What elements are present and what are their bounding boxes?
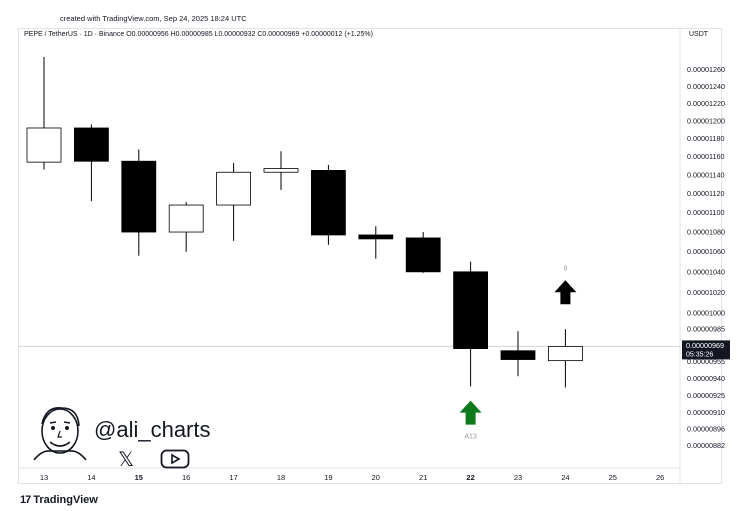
y-tick-label: 0.00001160: [687, 152, 724, 161]
y-tick-label: 0.00001040: [687, 267, 725, 276]
buy-signal-label: A13: [464, 434, 477, 441]
tradingview-footer-label: TradingView: [33, 494, 98, 506]
x-tick-label: 15: [135, 473, 143, 482]
y-tick-label: 0.00001220: [687, 99, 725, 108]
y-tick-label: 0.00000985: [687, 325, 725, 334]
candle-bullish: [168, 204, 204, 233]
x-tick-label: 22: [466, 473, 474, 482]
y-tick-label: 0.00001080: [687, 228, 725, 237]
y-tick-label: 0.00000896: [687, 424, 725, 433]
x-tick-label: 16: [182, 473, 190, 482]
candle-bearish: [74, 127, 109, 162]
sell-signal-label: 9: [563, 265, 567, 272]
y-tick-label: 0.00001120: [687, 189, 724, 198]
x-tick-label: 13: [40, 473, 48, 482]
y-tick-label: 0.00000910: [687, 408, 725, 417]
created-caption: created with TradingView.com, Sep 24, 20…: [60, 14, 247, 23]
x-logo-icon[interactable]: 𝕏: [118, 449, 135, 471]
y-tick-label: 0.00000882: [687, 441, 725, 450]
y-tick-label: 0.00000955: [687, 357, 725, 366]
y-tick-label: 0.00001020: [687, 288, 725, 297]
youtube-icon[interactable]: [160, 449, 190, 469]
candle-bearish: [405, 237, 441, 273]
sell-arrow-icon: [554, 280, 577, 305]
price-axis-currency[interactable]: USDT: [689, 31, 709, 38]
x-tick-label: 17: [229, 473, 237, 482]
candle-bullish: [263, 168, 299, 173]
chart-frame: [18, 28, 722, 484]
last-price-badge: [682, 340, 730, 360]
x-tick-label: 18: [277, 473, 285, 482]
tradingview-footer-logo[interactable]: 17 TradingView: [20, 494, 98, 506]
x-tick-label: 25: [609, 473, 617, 482]
y-tick-label: 0.00001200: [687, 116, 725, 125]
x-tick-label: 14: [87, 473, 95, 482]
y-tick-label: 0.00001140: [687, 171, 724, 180]
y-tick-label: 0.00001100: [687, 208, 724, 217]
candle-bearish: [500, 350, 536, 360]
y-tick-label: 0.00001180: [687, 134, 724, 143]
tradingview-logo-icon: 17: [20, 494, 31, 506]
candle-countdown-label: 05:35:26: [686, 351, 713, 358]
y-tick-label: 0.00001060: [687, 247, 725, 256]
candle-bullish: [26, 127, 62, 163]
last-price-label: 0.00000969: [686, 341, 724, 350]
x-tick-label: 20: [372, 473, 380, 482]
candle-bearish: [453, 271, 489, 349]
y-tick-label: 0.00001000: [687, 309, 725, 318]
y-tick-label: 0.00000925: [687, 391, 725, 400]
y-tick-label: 0.00001240: [687, 82, 725, 91]
buy-arrow-icon: [459, 400, 482, 425]
candle-bearish: [358, 234, 394, 240]
symbol-ohlc-line[interactable]: PEPE / TetherUS · 1D · Binance O0.000009…: [24, 31, 373, 38]
y-tick-label: 0.00000940: [687, 374, 725, 383]
candle-bearish: [121, 160, 157, 233]
x-tick-label: 19: [324, 473, 332, 482]
author-handle: @ali_charts: [94, 417, 211, 442]
candle-bearish: [310, 170, 346, 236]
candle-bullish: [548, 345, 583, 362]
x-tick-label: 21: [419, 473, 427, 482]
x-tick-label: 23: [514, 473, 522, 482]
avatar-illustration: [33, 407, 87, 461]
candle-bullish: [216, 171, 252, 206]
x-tick-label: 26: [656, 473, 664, 482]
x-tick-label: 24: [561, 473, 569, 482]
y-tick-label: 0.00001260: [687, 65, 725, 74]
